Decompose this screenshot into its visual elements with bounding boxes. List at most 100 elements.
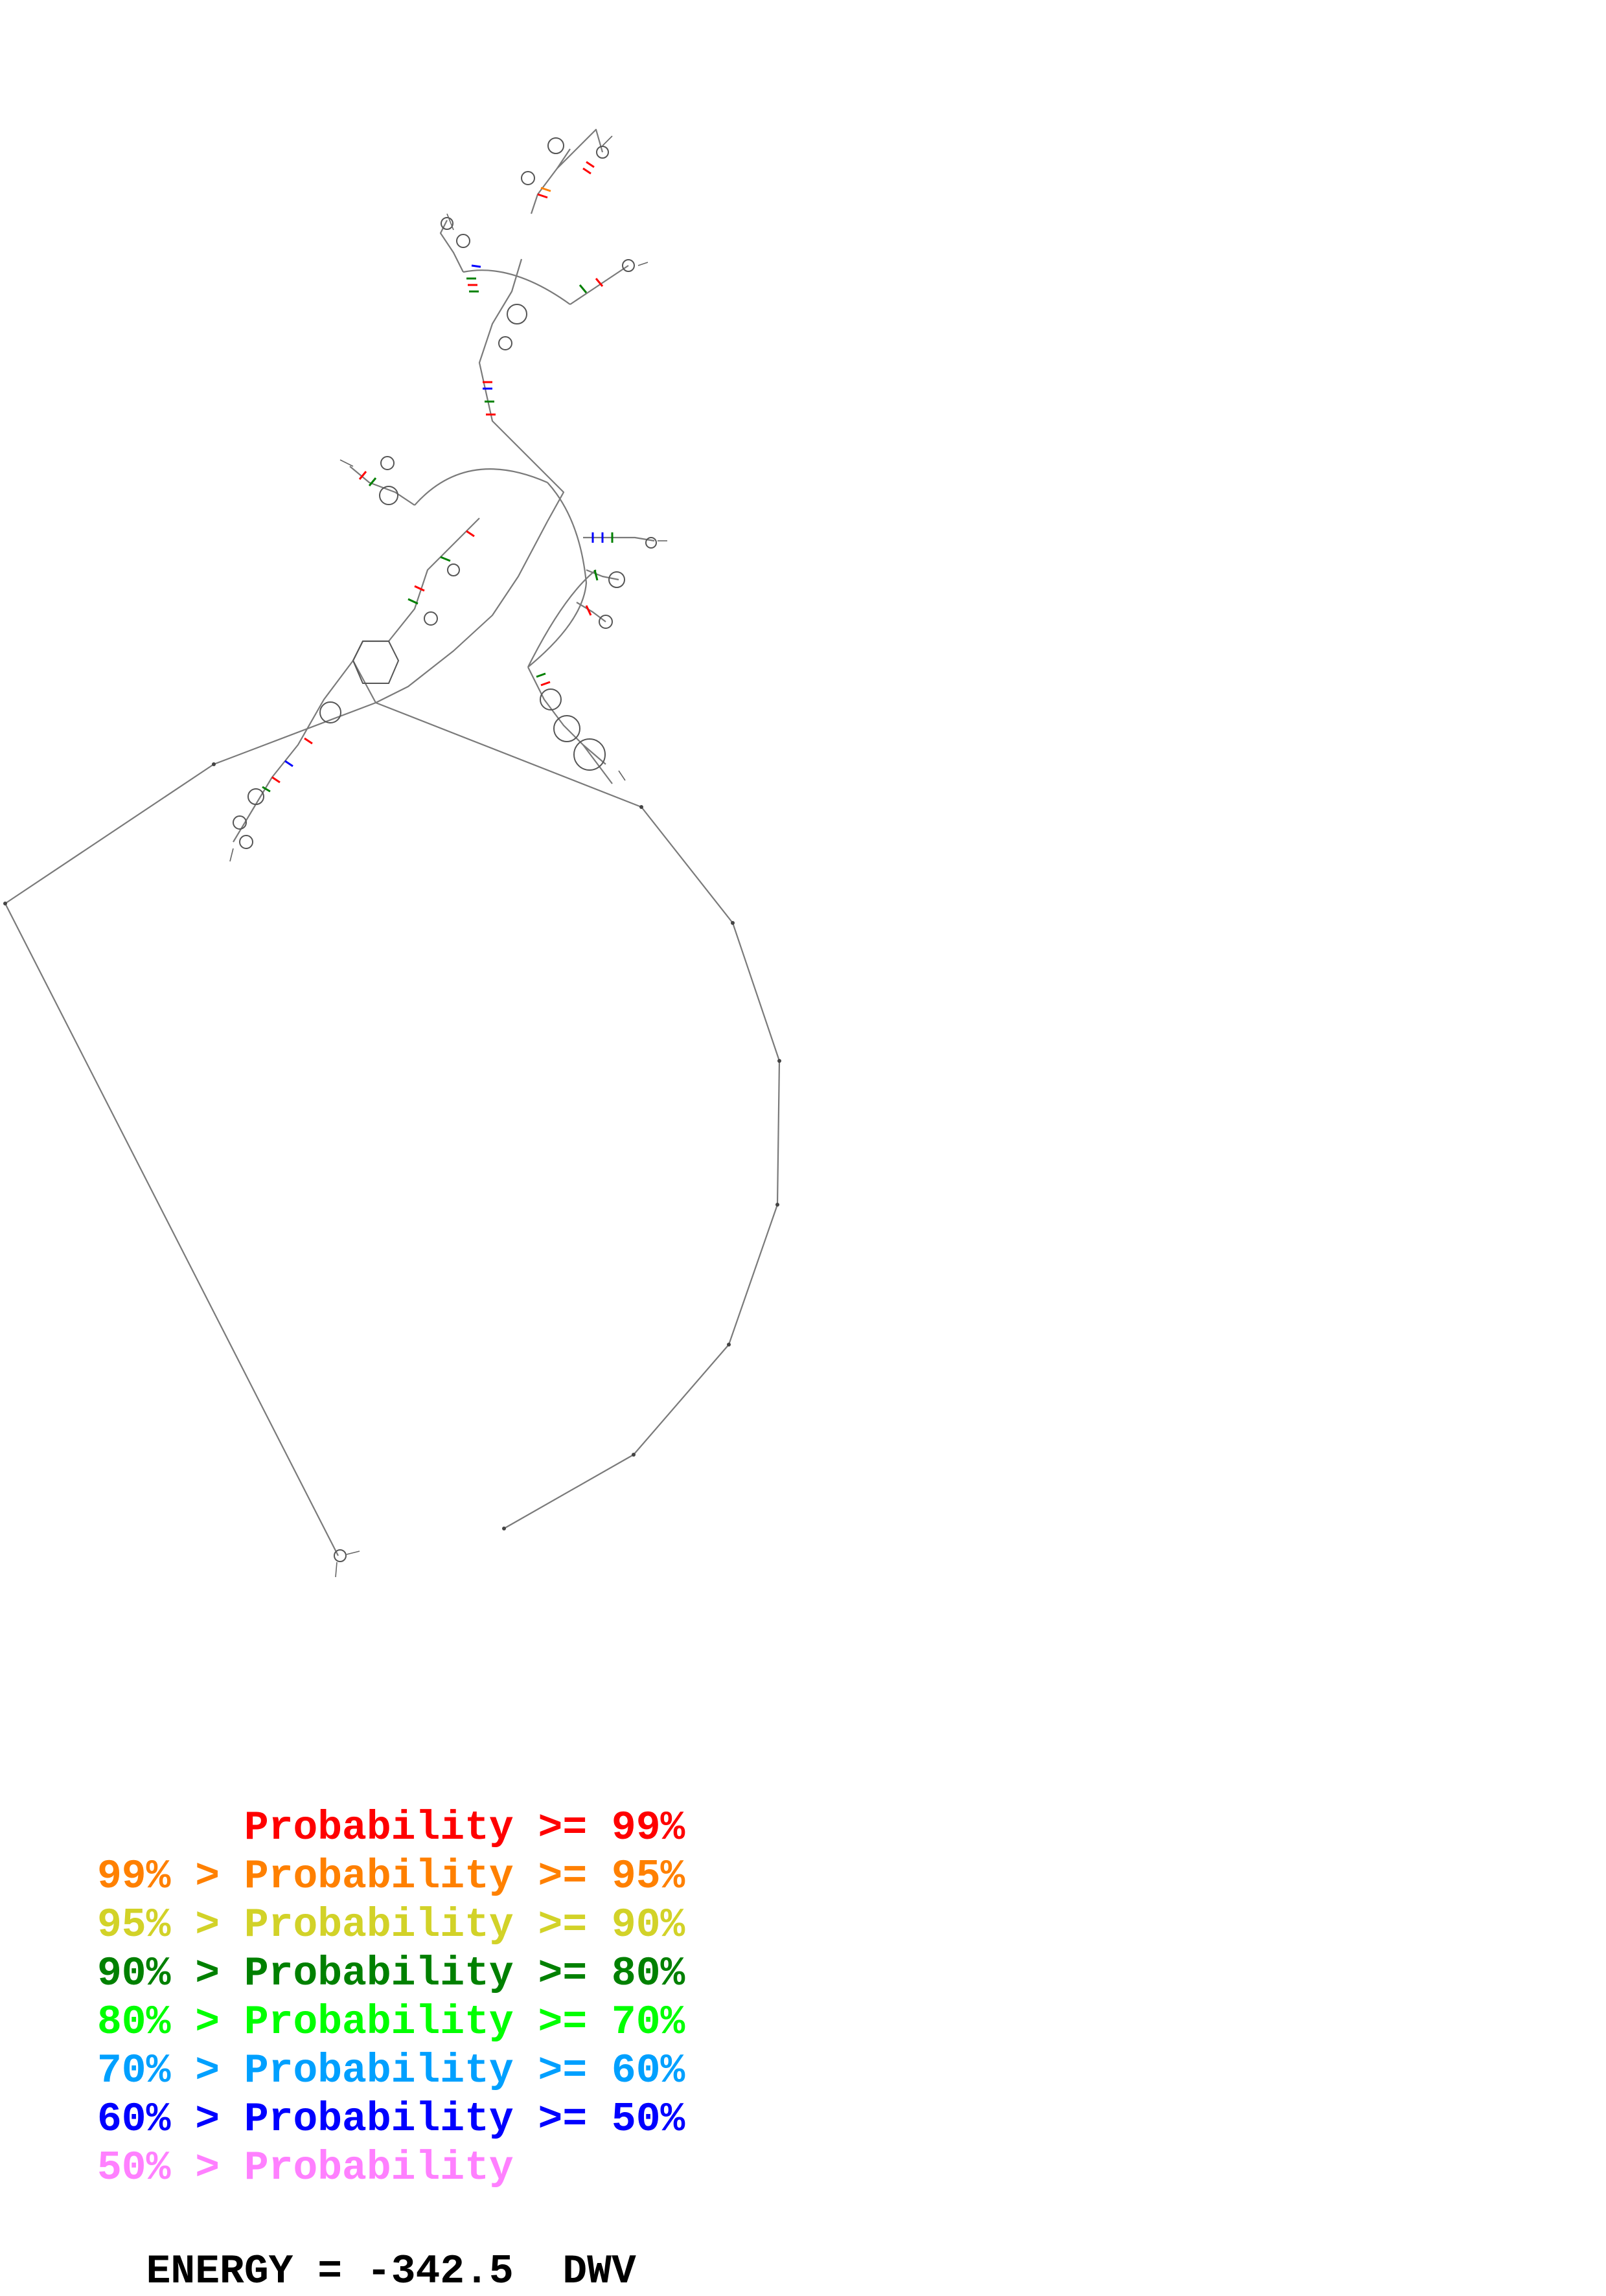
upper-left-branch <box>349 466 415 506</box>
nucleotide-dots <box>3 762 781 1530</box>
legend-suffix: >= 50% <box>538 2097 685 2143</box>
loop <box>553 715 580 742</box>
legend-label: Probability <box>244 2048 514 2094</box>
loop <box>622 259 635 272</box>
right-branch-stem <box>527 666 606 765</box>
base-pairs <box>262 161 614 793</box>
loop <box>424 611 438 626</box>
base-pair <box>540 187 551 192</box>
legend-label: Probability <box>244 1902 514 1948</box>
legend-prefix: 95% > <box>97 1902 244 1948</box>
legend-label: Probability <box>244 1999 514 2045</box>
right-finger-4 <box>582 744 613 784</box>
base-pair <box>407 598 419 605</box>
base-pair <box>466 530 475 538</box>
right-finger-3 <box>576 602 606 622</box>
junction-connector <box>478 258 565 522</box>
loop <box>498 336 512 350</box>
loop <box>441 217 453 230</box>
loop <box>596 146 609 159</box>
right-finger-2 <box>586 569 619 581</box>
loop <box>599 615 613 629</box>
legend-row: 70% > Probability >= 60% <box>97 2047 685 2095</box>
outer-backbone <box>4 701 781 1556</box>
base-pair <box>304 737 313 745</box>
base-pair <box>586 161 595 168</box>
legend-gap <box>514 1854 538 1900</box>
top-upper-branch <box>556 128 604 169</box>
legend-prefix: 70% > <box>97 2048 244 2094</box>
top-left-branch <box>439 220 464 273</box>
base-pair <box>582 167 591 175</box>
legend-label: Probability <box>244 2145 514 2191</box>
base-pair <box>471 264 481 268</box>
legend-prefix: 50% > <box>97 2145 244 2191</box>
legend-prefix: 90% > <box>97 1951 244 1997</box>
loop <box>379 486 398 505</box>
legend-prefix: 80% > <box>97 1999 244 2045</box>
base-pair <box>585 605 592 616</box>
legend-label: Probability <box>244 1854 514 1900</box>
loop <box>334 1549 347 1562</box>
loop <box>573 738 606 771</box>
probability-legend: Probability >= 99% 99% > Probability >= 9… <box>97 1804 685 2192</box>
base-pair <box>595 278 604 287</box>
base-pair <box>271 776 281 784</box>
legend-gap <box>514 1902 538 1948</box>
base-pair <box>579 284 588 293</box>
legend-label: Probability <box>244 1951 514 1997</box>
loop <box>239 835 253 849</box>
loop <box>380 456 395 470</box>
trunk-backbone <box>375 521 548 703</box>
base-pair <box>414 585 425 592</box>
base-pair <box>440 556 451 562</box>
legend-row: 90% > Probability >= 80% <box>97 1949 685 1998</box>
legend-gap <box>514 2097 538 2143</box>
loop <box>319 701 341 723</box>
legend-suffix: >= 70% <box>538 1999 685 2045</box>
legend-gap <box>514 1951 538 1997</box>
base-pair <box>358 471 367 480</box>
legend-prefix: 60% > <box>97 2097 244 2143</box>
multiloop <box>352 641 400 684</box>
base-pair <box>536 672 546 678</box>
loop <box>247 788 264 805</box>
legend-gap <box>514 2048 538 2094</box>
left-lower-arm-stem <box>233 660 354 843</box>
legend-gap <box>514 1805 538 1851</box>
loop <box>645 537 657 549</box>
base-pair <box>540 681 551 687</box>
top-center-branch <box>530 148 571 214</box>
loop <box>507 304 527 324</box>
loop <box>608 571 625 588</box>
loop <box>233 815 247 830</box>
mid-multiloop-arc <box>414 468 548 506</box>
base-pair <box>368 477 377 486</box>
legend-suffix: >= 95% <box>538 1854 685 1900</box>
legend-row: Probability >= 99% <box>97 1804 685 1852</box>
loop <box>540 688 562 710</box>
left-arm-stem <box>352 517 480 703</box>
legend-suffix: >= 80% <box>538 1951 685 1997</box>
base-pair <box>284 760 293 767</box>
legend-row: 99% > Probability >= 95% <box>97 1852 685 1901</box>
top-multiloop-arc <box>463 269 571 305</box>
loop <box>447 563 460 576</box>
legend-label: Probability <box>244 1805 514 1851</box>
top-right-branch <box>569 265 629 305</box>
legend-row: 80% > Probability >= 70% <box>97 1998 685 2047</box>
loop <box>521 171 535 185</box>
numbering-ticks <box>229 135 667 1578</box>
energy-readout: ENERGY = -342.5 DWV <box>97 2199 636 2296</box>
legend-row: 95% > Probability >= 90% <box>97 1901 685 1949</box>
legend-row: 50% > Probability <box>97 2144 685 2192</box>
legend-gap <box>514 1999 538 2045</box>
legend-row: 60% > Probability >= 50% <box>97 2095 685 2144</box>
right-branch-connector <box>527 482 588 668</box>
base-pair <box>593 569 599 581</box>
base-pair <box>262 786 271 793</box>
legend-label: Probability <box>244 2097 514 2143</box>
base-pair <box>537 193 548 199</box>
loop <box>456 234 470 248</box>
legend-suffix: >= 60% <box>538 2048 685 2094</box>
